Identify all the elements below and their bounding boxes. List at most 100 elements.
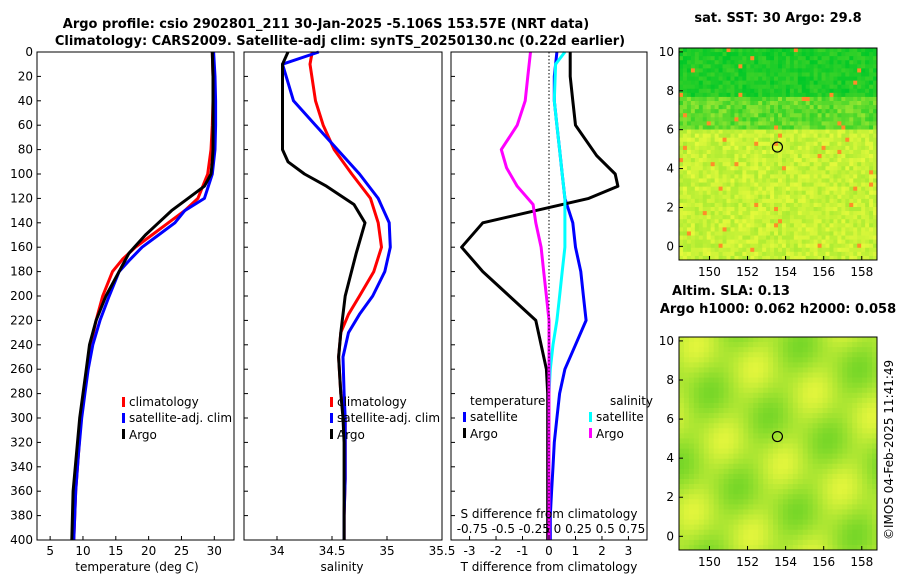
sst-cell (679, 129, 684, 135)
sst-cell (746, 121, 751, 126)
sla-cell (802, 362, 809, 368)
sla-cell (872, 402, 878, 409)
sst-cell (849, 96, 854, 102)
sla-cell (807, 463, 814, 470)
sst-cell (742, 215, 747, 220)
sst-cell (682, 162, 688, 167)
sla-cell (738, 519, 744, 526)
sst-cell (718, 162, 723, 167)
temperature-axes-frame (36, 51, 235, 541)
sla-cell (852, 484, 858, 490)
sst-cell (853, 255, 858, 261)
sst-cell (793, 190, 799, 196)
sla-cell (832, 539, 838, 546)
sst-cell (778, 247, 783, 253)
sst-cell (686, 154, 692, 159)
sst-cell (694, 243, 700, 249)
sla-cell (683, 529, 690, 536)
sla-cell (723, 352, 729, 358)
sla-cell (787, 509, 794, 515)
sla-cell (733, 514, 739, 520)
sst-cell (865, 125, 870, 130)
sla-cell (842, 428, 848, 434)
sst-cell (750, 137, 755, 143)
sst-cell (742, 64, 747, 69)
sst-cell (726, 96, 731, 102)
sst-cell (766, 101, 771, 106)
sla-cell (847, 408, 853, 414)
sst-cell (722, 125, 727, 130)
sst-cell (726, 227, 731, 232)
sst-cell (722, 158, 727, 163)
sst-cell (809, 235, 815, 241)
sst-cell (766, 60, 771, 65)
sst-cell (682, 182, 688, 188)
sst-cell (813, 80, 818, 86)
sla-cell (688, 342, 695, 348)
sst-cell (849, 64, 854, 69)
y-tick-label: 380 (10, 509, 33, 523)
sst-cell (789, 194, 795, 200)
sla-cell (703, 489, 710, 495)
sst-cell (797, 117, 803, 122)
sla-cell (872, 367, 878, 373)
sla-cell (768, 377, 774, 384)
sla-cell (852, 468, 858, 475)
sst-cell (718, 231, 723, 236)
sst-cell (853, 243, 858, 249)
sst-cell (738, 64, 743, 69)
sla-cell (862, 473, 868, 480)
sst-cell (797, 92, 803, 98)
sla-cell (693, 509, 700, 515)
sst-cell (762, 182, 767, 188)
sst-cell (797, 166, 803, 171)
sst-cell (702, 227, 708, 232)
sst-cell (694, 162, 700, 167)
sst-cell (758, 68, 763, 73)
sla-cell (773, 347, 779, 353)
sst-cell (778, 68, 783, 73)
sst-cell (789, 133, 795, 139)
sst-cell (738, 60, 743, 65)
sst-cell (702, 178, 708, 183)
sla-cell (688, 519, 695, 526)
sla-cell (758, 509, 764, 515)
sst-cell (833, 105, 838, 110)
sst-cell (817, 113, 822, 118)
sla-cell (832, 463, 838, 470)
sst-cell (686, 207, 692, 212)
sst-cell (861, 121, 866, 126)
sla-cell (683, 494, 690, 500)
sst-cell (865, 145, 870, 151)
sst-cell (853, 133, 858, 139)
sla-cell (728, 524, 734, 531)
sst-cell (742, 52, 747, 57)
sst-cell (853, 219, 858, 224)
sst-cell (853, 154, 858, 159)
sst-cell (742, 113, 747, 118)
sst-cell (706, 235, 712, 241)
sst-cell (805, 129, 811, 135)
sla-cell (812, 443, 818, 449)
sst-cell (797, 190, 803, 196)
sla-cell (743, 387, 749, 394)
sla-cell (807, 352, 814, 358)
sst-cell (817, 80, 822, 86)
sst-cell (873, 141, 878, 147)
sst-cell (682, 137, 688, 143)
sst-cell (762, 174, 767, 179)
sla-cell (728, 352, 734, 358)
sst-cell (754, 223, 759, 228)
sst-cell (805, 202, 811, 208)
sla-cell (812, 433, 818, 439)
sla-cell (773, 357, 779, 363)
sst-cell (873, 198, 878, 204)
sst-cell (758, 247, 763, 253)
sla-cell (728, 367, 734, 373)
sst-cell (694, 178, 700, 183)
sla-cell (703, 524, 710, 531)
sst-cell (865, 219, 870, 224)
sst-cell (861, 194, 866, 200)
sla-cell (842, 494, 848, 500)
sst-cell (829, 174, 834, 179)
